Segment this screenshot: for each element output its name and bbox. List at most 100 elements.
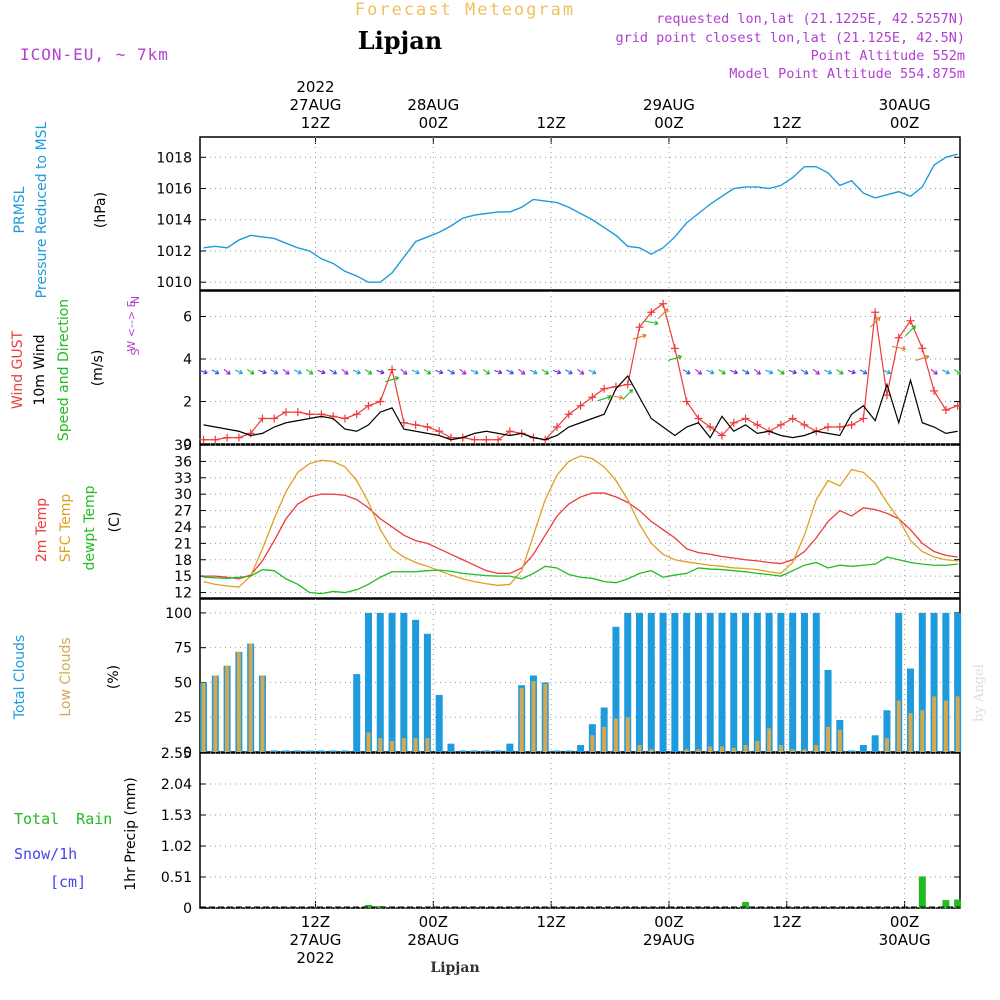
gust-marker [505, 427, 514, 436]
wind-direction-arrow [622, 388, 634, 400]
low-clouds-bar [767, 728, 772, 752]
wind-direction-arrow [211, 369, 220, 375]
low-clouds-bar [778, 745, 783, 752]
location-title: Lipjan [358, 26, 442, 55]
gust-marker [446, 433, 455, 442]
gust-marker [223, 433, 232, 442]
wind-direction-arrow [385, 376, 400, 383]
low-clouds-bar [943, 700, 948, 752]
gust-marker [835, 423, 844, 431]
low-clouds-bar [213, 675, 218, 752]
total-clouds-bar [718, 612, 726, 752]
wind-direction-arrow [706, 369, 715, 375]
gust-marker [435, 427, 444, 436]
low-clouds-bar [366, 732, 371, 752]
precip-frame [199, 752, 961, 909]
total-clouds-bar [494, 750, 502, 752]
low-clouds-bar [413, 738, 418, 752]
gust-marker [859, 414, 868, 423]
compass-s: S [129, 348, 142, 355]
total-clouds-bar [294, 750, 302, 752]
model-label: ICON-EU, ~ 7km [20, 45, 169, 64]
wind-direction-arrow [553, 369, 562, 375]
wind-direction-arrow [352, 369, 361, 375]
time-label: 2022 [296, 78, 334, 96]
total-clouds-bar [812, 612, 820, 752]
low-clouds-bar [225, 665, 230, 752]
gust-marker [470, 435, 479, 444]
low-clouds-bar [790, 749, 795, 752]
gust-marker [352, 410, 361, 419]
temp-ylabel-line3: dewpt Temp [82, 485, 98, 570]
clouds-ytick-label: 100 [165, 606, 192, 622]
low-clouds-bar [755, 740, 760, 752]
total-clouds-bar [447, 743, 455, 752]
wind-direction-arrow [400, 368, 408, 375]
wind-direction-arrow [905, 325, 916, 337]
temperature-ytick-label: 18 [174, 553, 192, 569]
2m-temp-line [203, 492, 958, 580]
pressure-ytick-label: 1012 [156, 244, 192, 260]
gust-marker [494, 435, 503, 444]
wind-direction-arrow [930, 368, 938, 375]
low-clouds-bar [708, 746, 713, 752]
total-clouds-bar [506, 743, 514, 752]
gust-marker [659, 299, 668, 308]
low-clouds-bar [896, 700, 901, 752]
precip-unit: 1hr Precip (mm) [123, 777, 139, 890]
low-clouds-bar [425, 738, 430, 752]
pressure-ylabel: PRMSL Pressure Reduced to MSL (hPa) [12, 121, 109, 298]
gust-marker [753, 420, 762, 429]
total-clouds-bar [789, 612, 797, 752]
wind-direction-arrow [282, 368, 290, 375]
time-label: 27AUG [289, 931, 341, 949]
wind-direction-arrow [494, 369, 503, 375]
wind-direction-arrow [765, 369, 774, 375]
gust-marker [894, 333, 903, 342]
total-clouds-bar [883, 710, 891, 752]
grid-point-coords: grid point closest lon,lat (21.125E, 42.… [616, 30, 966, 46]
gust-marker [847, 420, 856, 429]
model-altitude: Model Point Altitude 554.875m [729, 66, 965, 82]
gust-marker [682, 397, 691, 406]
total-clouds-bar [400, 612, 408, 752]
low-clouds-bar [814, 745, 819, 752]
wind-direction-arrow [258, 369, 267, 375]
gust-marker [564, 410, 573, 419]
total-clouds-bar [612, 626, 620, 752]
wind-direction-arrow [682, 369, 691, 375]
total-clouds-bar [553, 750, 561, 752]
total-clouds-bar [482, 750, 490, 752]
total-clouds-bar [471, 750, 479, 752]
total-clouds-bar [800, 612, 808, 752]
clouds-ytick-label: 50 [174, 675, 192, 691]
wind-ytick-label: 4 [183, 352, 192, 368]
wind-unit: (m/s) [90, 350, 106, 387]
total-clouds-bar [341, 750, 349, 752]
total-clouds-bar [364, 612, 372, 752]
gust-marker [199, 435, 208, 444]
wind-ylabel-line2: 10m Wind [32, 334, 48, 405]
total-clouds-bar [306, 750, 314, 752]
total-clouds-bar [329, 750, 337, 752]
total-clouds-bar [742, 612, 750, 752]
precip-cm-label: [cm] [50, 873, 86, 891]
pressure-ylabel-line2: Pressure Reduced to MSL [34, 121, 50, 298]
total-clouds-bar [930, 612, 938, 752]
wind-direction-arrow [847, 369, 856, 375]
time-label: 28AUG [407, 931, 459, 949]
wind-direction-arrow [247, 369, 255, 375]
precip-ytick-label: 1.02 [161, 839, 192, 855]
total-clouds-bar [918, 612, 926, 752]
wind-direction-arrow [577, 368, 585, 375]
low-clouds-bar [719, 746, 724, 752]
wind-direction-arrow [632, 333, 647, 340]
total-clouds-bar [694, 612, 702, 752]
gust-marker [871, 308, 880, 317]
wind-direction-arrow [541, 369, 550, 375]
precip-ytick-label: 2.04 [161, 777, 192, 793]
temperature-ylabel: 2m Temp SFC Temp dewpt Temp (C) [34, 485, 123, 570]
total-clouds-bar [270, 750, 278, 752]
gust-marker [234, 433, 243, 442]
temp-unit: (C) [107, 512, 123, 533]
